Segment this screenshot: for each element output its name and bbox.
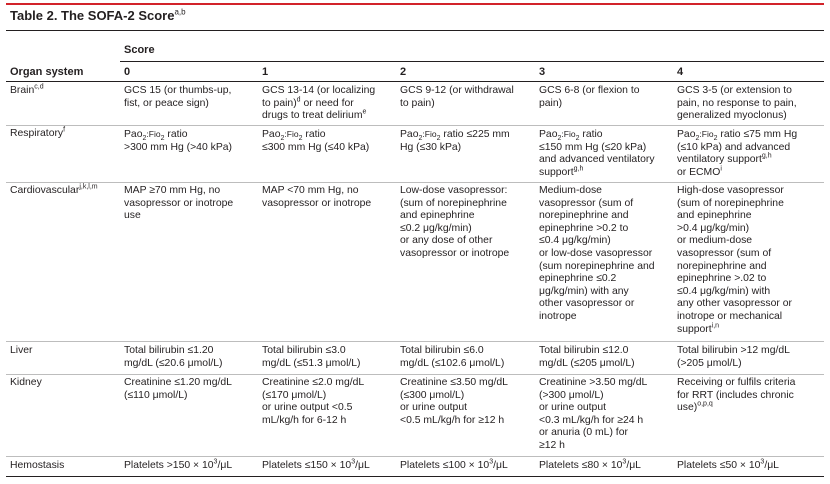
row-label-kidney: Kidney	[10, 377, 42, 388]
liver-score-3: Total bilirubin ≤12.0 mg/dL (≤205 μmol/L)	[539, 345, 635, 369]
col-header-score-3: 3	[539, 66, 546, 78]
liver-score-1: Total bilirubin ≤3.0 mg/dL (≤51.3 μmol/L)	[262, 345, 361, 369]
respiratory-score-0: Pao2:Fio2 ratio >300 mm Hg (>40 kPa)	[124, 129, 232, 153]
brain-score-4: GCS 3-5 (or extension to pain, no respons…	[677, 85, 797, 122]
hemostasis-score-1: Platelets ≤150 × 103/μL	[262, 458, 370, 471]
hemostasis-score-2: Platelets ≤100 × 103/μL	[400, 458, 508, 471]
kidney-score-2: Creatinine ≤3.50 mg/dL (≤300 μmol/L) or ur…	[400, 377, 508, 426]
respiratory-score-3: Pao2:Fio2 ratio ≤150 mm Hg (≤20 kPa) and a…	[539, 129, 655, 178]
row-label-brain: Brainc,d	[10, 83, 44, 96]
bottom-rule	[6, 476, 824, 477]
row-rule-cardiovascular	[6, 341, 824, 342]
col-header-score-0: 0	[124, 66, 131, 78]
respiratory-score-1: Pao2:Fio2 ratio ≤300 mm Hg (≤40 kPa)	[262, 129, 370, 153]
kidney-score-1: Creatinine ≤2.0 mg/dL (≤170 μmol/L) or uri…	[262, 377, 365, 426]
hemostasis-score-4: Platelets ≤50 × 103/μL	[677, 458, 779, 471]
cardiovascular-score-4: High-dose vasopressor (sum of norepinephr…	[677, 185, 792, 335]
row-label-liver: Liver	[10, 345, 33, 356]
row-rule-kidney	[6, 456, 824, 457]
caption-title: Table 2. The SOFA-2 Score	[10, 8, 175, 23]
row-rule-liver	[6, 374, 824, 375]
respiratory-score-2: Pao2:Fio2 ratio ≤225 mm Hg (≤30 kPa)	[400, 129, 510, 153]
liver-score-0: Total bilirubin ≤1.20 mg/dL (≤20.6 μmol/L…	[124, 345, 223, 369]
col-header-organ-system: Organ system	[10, 66, 84, 78]
cardiovascular-score-3: Medium-dose vasopressor (sum of norepineph…	[539, 185, 655, 322]
row-rule-respiratory	[6, 182, 824, 183]
hemostasis-score-0: Platelets >150 × 103/μL	[124, 458, 233, 471]
kidney-score-0: Creatinine ≤1.20 mg/dL (≤110 μmol/L)	[124, 377, 232, 401]
table-caption: Table 2. The SOFA-2 Scorea,b	[10, 8, 186, 23]
caption-rule	[6, 30, 824, 31]
row-label-hemostasis: Hemostasis	[10, 460, 65, 471]
row-label-respiratory: Respiratoryf	[10, 126, 66, 139]
liver-score-4: Total bilirubin >12 mg/dL (>205 μmol/L)	[677, 345, 790, 369]
brain-score-0: GCS 15 (or thumbs-up, fist, or peace sign…	[124, 85, 232, 109]
hemostasis-score-3: Platelets ≤80 × 103/μL	[539, 458, 641, 471]
caption-superscript: a,b	[174, 7, 186, 17]
row-rule-brain	[6, 125, 824, 126]
brain-score-1: GCS 13-14 (or localizing to pain)d or nee…	[262, 85, 376, 122]
cardiovascular-score-0: MAP ≥70 mm Hg, no vasopressor or inotrope…	[124, 185, 234, 222]
respiratory-score-4: Pao2:Fio2 ratio ≤75 mm Hg (≤10 kPa) and a…	[677, 129, 798, 178]
cardiovascular-score-2: Low-dose vasopressor: (sum of norepinephr…	[400, 185, 510, 259]
kidney-score-4: Receiving or fulfils criteria for RRT (in…	[677, 377, 796, 414]
row-label-cardiovascular: Cardiovascularj,k,l,m	[10, 183, 98, 196]
col-header-score-4: 4	[677, 66, 684, 78]
brain-score-3: GCS 6-8 (or flexion to pain)	[539, 85, 640, 109]
score-header: Score	[124, 44, 155, 56]
col-header-score-1: 1	[262, 66, 269, 78]
header-rule	[6, 81, 824, 82]
brain-score-2: GCS 9-12 (or withdrawal to pain)	[400, 85, 514, 109]
top-red-rule	[6, 3, 824, 5]
kidney-score-3: Creatinine >3.50 mg/dL (>300 μmol/L) or ur…	[539, 377, 648, 451]
cardiovascular-score-1: MAP <70 mm Hg, no vasopressor or inotrope	[262, 185, 372, 209]
col-header-score-2: 2	[400, 66, 407, 78]
score-rule	[120, 61, 824, 62]
liver-score-2: Total bilirubin ≤6.0 mg/dL (≤102.6 μmol/L…	[400, 345, 505, 369]
